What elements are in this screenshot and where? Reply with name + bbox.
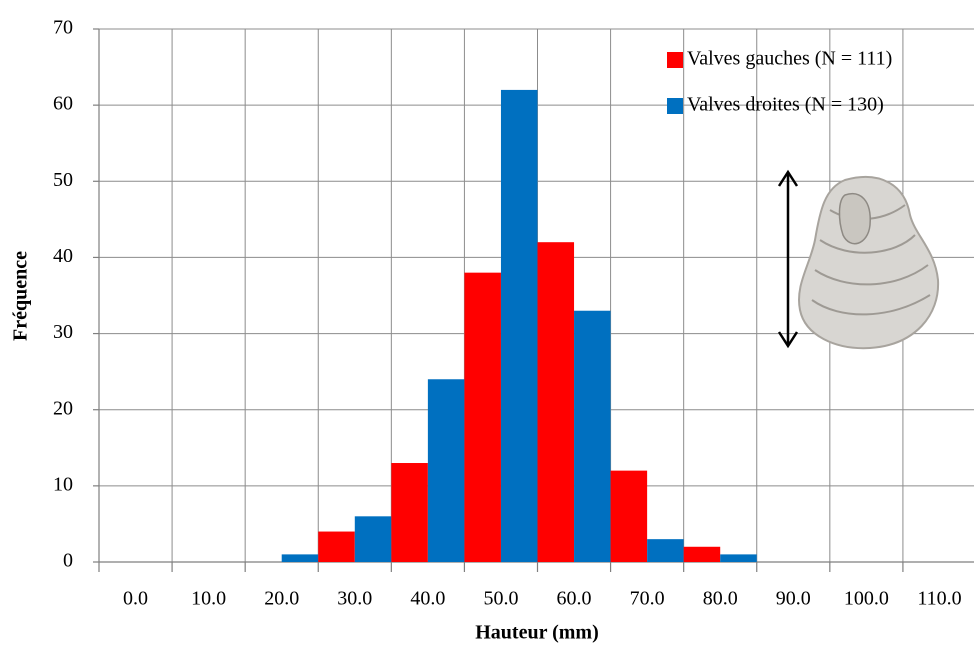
x-tick-label: 40.0 <box>410 588 445 610</box>
x-tick-label: 110.0 <box>917 588 961 610</box>
bar <box>464 272 501 562</box>
legend-label: Valves gauches (N = 111) <box>687 48 892 70</box>
x-tick-label: 60.0 <box>557 588 592 610</box>
bar <box>281 554 319 562</box>
bar <box>537 242 575 562</box>
bar <box>683 546 721 562</box>
legend-label: Valves droites (N = 130) <box>687 94 884 116</box>
y-tick-label: 10 <box>53 473 73 495</box>
legend-swatch <box>667 52 683 68</box>
bar <box>391 463 428 562</box>
bar <box>427 379 465 562</box>
x-tick-label: 50.0 <box>483 588 518 610</box>
x-tick-label: 20.0 <box>264 588 299 610</box>
x-tick-label: 80.0 <box>703 588 738 610</box>
bar <box>354 516 392 562</box>
x-tick-label: 0.0 <box>123 588 148 610</box>
y-tick-label: 40 <box>53 245 73 267</box>
bar <box>647 539 684 562</box>
legend: Valves gauches (N = 111) Valves droites (… <box>667 48 892 116</box>
bar <box>720 554 757 562</box>
height-arrow <box>777 169 799 349</box>
x-tick-label: 30.0 <box>337 588 372 610</box>
bar <box>610 470 648 562</box>
y-tick-label: 30 <box>53 321 73 343</box>
y-tick-label: 60 <box>53 93 73 115</box>
x-tick-label: 90.0 <box>776 588 811 610</box>
legend-swatch <box>667 98 683 114</box>
bar <box>500 89 538 563</box>
x-tick-label: 10.0 <box>191 588 226 610</box>
y-tick-label: 0 <box>63 550 73 572</box>
y-tick-label: 20 <box>53 397 73 419</box>
y-tick-label: 50 <box>53 169 73 191</box>
bar <box>574 310 611 562</box>
x-tick-label: 100.0 <box>844 588 889 610</box>
x-tick-label: 70.0 <box>630 588 665 610</box>
x-axis-title: Hauteur (mm) <box>475 622 599 644</box>
oyster-illustration <box>798 175 940 350</box>
y-axis-title: Fréquence <box>10 251 32 341</box>
bar <box>318 531 355 562</box>
y-tick-label: 70 <box>53 17 73 39</box>
